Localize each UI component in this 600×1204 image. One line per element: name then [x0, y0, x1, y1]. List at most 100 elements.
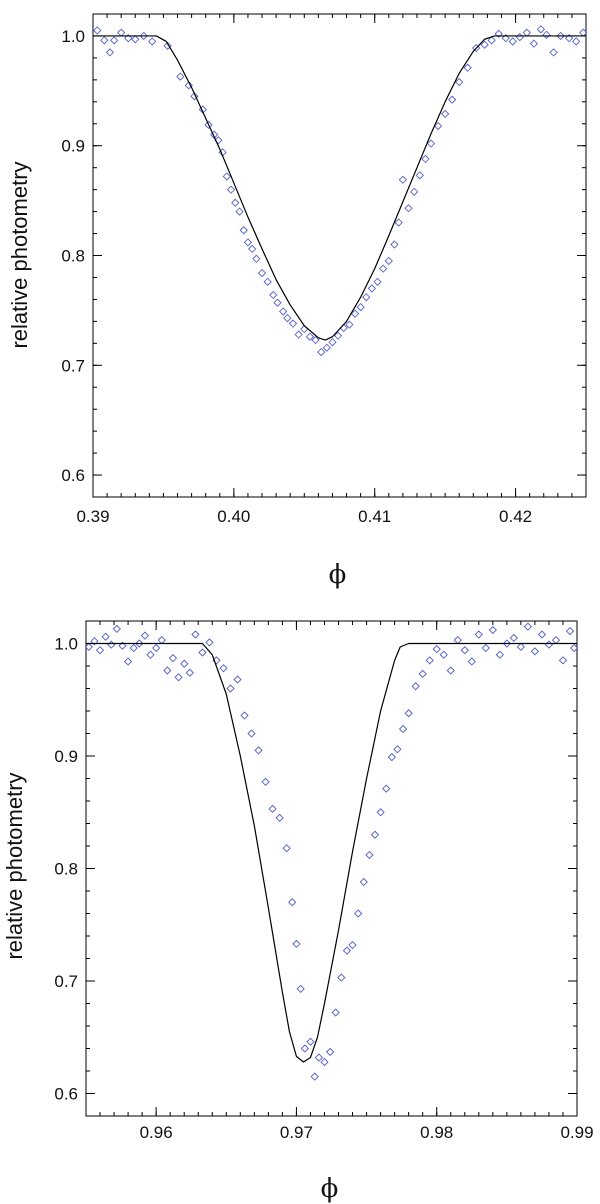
x-axis-label: ϕ: [329, 560, 347, 590]
data-point: [410, 187, 419, 196]
y-tick-label: 0.7: [61, 356, 85, 375]
data-point: [376, 808, 385, 817]
major-ticks: [92, 14, 586, 497]
data-point: [320, 1057, 329, 1067]
data-point: [235, 207, 244, 216]
data-point: [337, 973, 346, 982]
x-tick-label: 0.97: [280, 1123, 313, 1142]
data-point: [365, 850, 374, 860]
data-point: [240, 711, 249, 720]
data-point: [101, 632, 110, 641]
data-point: [393, 745, 402, 754]
y-tick-label: 1.0: [61, 27, 85, 46]
minor-ticks: [92, 13, 587, 498]
data-point: [359, 877, 368, 887]
data-point: [219, 664, 228, 673]
data-points: [84, 622, 579, 1081]
data-point: [118, 641, 127, 650]
data-point: [558, 656, 568, 665]
data-point: [214, 136, 223, 145]
data-point: [163, 666, 172, 675]
x-tick-label: 0.39: [76, 507, 109, 526]
data-point: [348, 940, 357, 950]
data-point: [404, 709, 413, 718]
data-point: [314, 1053, 324, 1062]
data-point: [123, 657, 133, 666]
data-point: [463, 63, 472, 72]
data-point: [394, 218, 403, 227]
data-point: [124, 34, 133, 43]
data-point: [515, 32, 524, 42]
data-point: [300, 324, 309, 334]
data-point: [204, 120, 213, 130]
data-point: [198, 648, 207, 657]
data-point: [446, 666, 455, 675]
data-point: [421, 154, 430, 164]
data-point: [105, 48, 115, 57]
x-tick-label: 0.40: [217, 507, 250, 526]
data-point: [487, 36, 496, 45]
y-tick-label: 0.7: [54, 972, 78, 991]
data-point: [222, 172, 231, 181]
data-point: [176, 72, 185, 81]
data-point: [342, 946, 352, 955]
chart-panel-1: 0.39 0.40 0.41 0.42 0.6 0.7 0.8 0.9 1.0 ϕ relative…: [7, 13, 588, 590]
data-point: [152, 643, 161, 653]
data-point: [140, 631, 150, 640]
data-point: [139, 31, 148, 41]
data-point: [542, 30, 551, 39]
x-axis-label: ϕ: [321, 1174, 339, 1204]
data-point: [233, 675, 242, 684]
data-point: [439, 650, 448, 659]
data-point: [95, 646, 105, 655]
data-point: [530, 647, 540, 656]
data-point: [131, 35, 140, 44]
data-point: [455, 77, 464, 87]
data-point: [168, 653, 178, 663]
data-point: [163, 41, 172, 50]
data-point: [157, 635, 166, 645]
data-point: [90, 637, 99, 646]
data-point: [148, 37, 157, 46]
data-point: [275, 813, 284, 823]
data-point: [467, 657, 476, 666]
data-point: [109, 36, 119, 45]
data-point: [495, 650, 504, 659]
data-point: [112, 624, 121, 634]
data-point: [382, 784, 391, 793]
data-point: [537, 630, 547, 639]
data-point: [261, 777, 270, 787]
y-tick-label: 0.6: [61, 466, 85, 485]
data-point: [231, 198, 240, 207]
data-point: [247, 729, 256, 738]
data-point: [523, 622, 533, 631]
data-point: [310, 1072, 319, 1081]
data-point: [471, 43, 481, 53]
data-point: [460, 646, 469, 655]
data-point: [404, 204, 413, 213]
data-point: [146, 650, 155, 659]
data-point: [516, 642, 526, 652]
model-curve: [93, 35, 586, 341]
data-point: [84, 642, 93, 652]
chart-panel-2: 0.96 0.97 0.98 0.99 0.6 0.7 0.8 0.9 1.0 ϕ relative…: [2, 620, 594, 1204]
y-tick-label: 0.6: [54, 1085, 78, 1104]
data-point: [373, 277, 382, 286]
data-point: [305, 332, 315, 341]
data-point: [509, 633, 519, 643]
data-point: [411, 682, 420, 691]
data-point: [252, 254, 261, 263]
data-point: [248, 244, 257, 254]
y-tick-label: 0.8: [54, 860, 78, 879]
data-point: [311, 335, 320, 345]
data-point: [425, 656, 434, 665]
data-point: [184, 81, 193, 90]
y-tick-label: 0.8: [61, 247, 85, 266]
data-point: [226, 684, 235, 693]
x-tick-label: 0.96: [140, 1123, 173, 1142]
data-point: [390, 240, 399, 249]
y-tick-label: 0.9: [61, 137, 85, 156]
data-point: [288, 898, 297, 907]
data-point: [572, 37, 581, 46]
